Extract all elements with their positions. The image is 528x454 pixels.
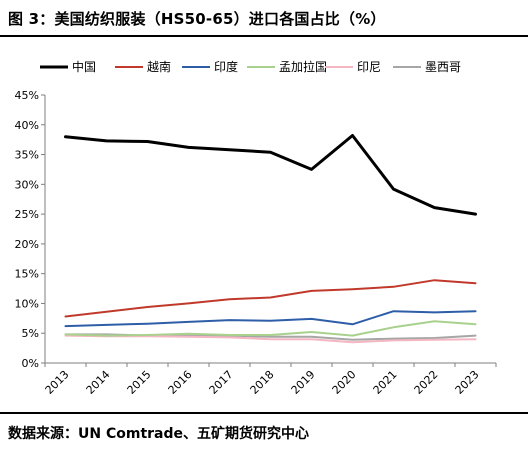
y-tick-label: 20% [15, 238, 39, 251]
legend-label: 印尼 [357, 60, 381, 74]
x-axis: 2013 2014 2015 2016 2017 2018 2019 2020 2021 2022… [43, 362, 497, 397]
x-tick-label: 2014 [84, 368, 113, 397]
legend-label: 墨西哥 [425, 60, 461, 74]
y-tick-label: 10% [15, 297, 39, 310]
x-tick-label: 2018 [248, 368, 277, 397]
series-line-孟加拉国 [64, 320, 477, 337]
x-tick-label: 2023 [453, 368, 482, 397]
y-tick-label: 0% [22, 357, 39, 370]
y-tick-label: 30% [15, 178, 39, 191]
y-tick-label: 35% [15, 149, 39, 162]
source-note: 数据来源：UN Comtrade、五矿期货研究中心 [8, 426, 309, 442]
x-tick-label: 2017 [207, 368, 236, 397]
y-tick-label: 40% [15, 119, 39, 132]
x-tick-label: 2016 [166, 368, 195, 397]
x-tick-label: 2022 [412, 368, 441, 397]
x-tick-label: 2013 [43, 368, 72, 397]
y-tick-label: 5% [22, 327, 39, 340]
y-tick-label: 45% [15, 89, 39, 102]
x-tick-label: 2020 [330, 368, 359, 397]
series-line-越南 [64, 279, 477, 318]
legend-label: 越南 [147, 59, 171, 74]
title-divider [0, 35, 528, 37]
x-tick-label: 2021 [371, 368, 400, 397]
x-tick-label: 2015 [125, 368, 154, 397]
y-tick-label: 15% [15, 268, 39, 281]
chart-legend: 中国 越南 印度 孟加拉国 印尼 墨西哥 [40, 59, 461, 74]
y-tick-label: 25% [15, 208, 39, 221]
source-divider [0, 412, 528, 414]
series-line-印度 [64, 310, 477, 328]
legend-label: 中国 [72, 59, 96, 74]
chart-title: 图 3：美国纺织服装（HS50-65）进口各国占比（%） [8, 10, 386, 28]
y-axis: 0% 5% 10% 15% 20% 25% 30% 35% 40% 45% [15, 89, 46, 370]
x-tick-label: 2019 [289, 368, 318, 397]
series-line-中国 [64, 134, 477, 216]
legend-label: 孟加拉国 [279, 59, 327, 74]
legend-label: 印度 [214, 59, 238, 74]
series-lines [64, 134, 477, 344]
